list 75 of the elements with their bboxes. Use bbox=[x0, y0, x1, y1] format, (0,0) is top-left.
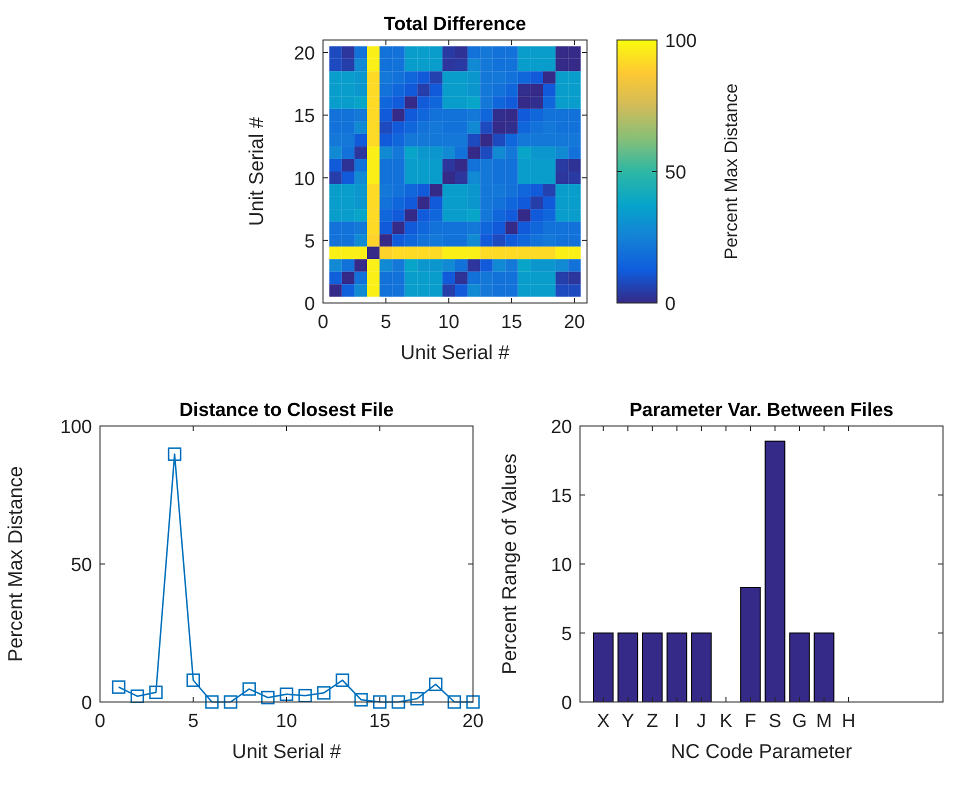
y-tick-label: 20 bbox=[550, 417, 572, 438]
bar bbox=[814, 632, 834, 702]
x-tick-label: 15 bbox=[369, 711, 390, 732]
x-tick-label: Z bbox=[646, 711, 659, 732]
point bbox=[298, 688, 312, 702]
point bbox=[168, 447, 182, 461]
point bbox=[186, 673, 200, 687]
y-axis-title: Unit Serial # bbox=[246, 116, 268, 226]
x-tick-label: S bbox=[768, 711, 782, 732]
chart-title: Parameter Var. Between Files bbox=[629, 400, 894, 421]
x-tick-label: 20 bbox=[462, 711, 484, 732]
point bbox=[317, 686, 331, 700]
y-axis-title: Percent Max Distance bbox=[5, 466, 27, 662]
y-tick-label: 20 bbox=[294, 44, 315, 65]
y-tick-label: 0 bbox=[561, 693, 572, 714]
point bbox=[242, 682, 256, 696]
point bbox=[205, 695, 219, 709]
y-tick-label: 5 bbox=[304, 231, 315, 252]
bar bbox=[691, 632, 712, 702]
point bbox=[410, 692, 424, 706]
bar bbox=[764, 440, 786, 702]
point bbox=[392, 695, 406, 709]
point bbox=[428, 678, 442, 692]
x-tick-label: 5 bbox=[188, 711, 199, 732]
x-tick-label: H bbox=[842, 711, 856, 732]
y-tick-label: 100 bbox=[60, 417, 92, 438]
x-tick-label: I bbox=[674, 711, 680, 732]
bar bbox=[740, 586, 761, 702]
point bbox=[354, 693, 368, 707]
point bbox=[466, 695, 480, 709]
chart-title: Distance to Closest File bbox=[179, 400, 394, 421]
x-axis-title: Unit Serial # bbox=[232, 741, 342, 763]
x-tick-label: J bbox=[696, 711, 706, 732]
x-tick-label: 10 bbox=[276, 711, 298, 732]
x-tick-label: Y bbox=[621, 711, 634, 732]
point bbox=[112, 680, 126, 694]
x-axis-title: NC Code Parameter bbox=[670, 741, 852, 763]
point bbox=[373, 695, 386, 709]
y-tick-label: 15 bbox=[550, 486, 572, 507]
y-tick-label: 50 bbox=[70, 555, 92, 576]
chart-title: Total Difference bbox=[384, 14, 526, 35]
y-tick-label: 0 bbox=[81, 693, 92, 714]
x-tick-label: G bbox=[792, 711, 807, 732]
y-tick-label: 15 bbox=[294, 106, 315, 128]
point bbox=[448, 695, 462, 709]
bar bbox=[642, 632, 663, 702]
bar bbox=[618, 632, 638, 702]
y-tick-label: 5 bbox=[561, 624, 572, 645]
bar bbox=[592, 632, 614, 702]
bar bbox=[666, 632, 688, 702]
y-tick-label: 10 bbox=[294, 168, 315, 190]
point bbox=[130, 689, 144, 703]
bar bbox=[789, 632, 810, 702]
x-tick-label: 0 bbox=[318, 312, 328, 333]
x-tick-label: 10 bbox=[438, 312, 460, 333]
x-tick-label: 0 bbox=[94, 711, 106, 732]
x-tick-label: M bbox=[816, 711, 832, 732]
color-bar-label: 50 bbox=[665, 162, 686, 184]
x-tick-label: 5 bbox=[380, 312, 392, 333]
point bbox=[261, 690, 275, 704]
y-tick-label: 0 bbox=[304, 294, 315, 315]
point bbox=[336, 673, 350, 687]
point bbox=[224, 695, 238, 709]
point bbox=[280, 688, 294, 702]
point bbox=[149, 686, 163, 700]
x-tick-label: F bbox=[744, 711, 756, 732]
y-tick-label: 10 bbox=[550, 555, 572, 576]
y-axis-title: Percent Range of Values bbox=[499, 454, 521, 674]
x-axis-title: Unit Serial # bbox=[400, 342, 510, 364]
x-tick-label: K bbox=[720, 711, 733, 732]
x-tick-label: 15 bbox=[501, 312, 522, 333]
color-bar-label: 0 bbox=[665, 294, 676, 315]
x-tick-label: X bbox=[596, 711, 610, 732]
color-bar-label: 100 bbox=[665, 31, 697, 52]
color-bar-title: Percent Max Distance bbox=[721, 83, 741, 260]
